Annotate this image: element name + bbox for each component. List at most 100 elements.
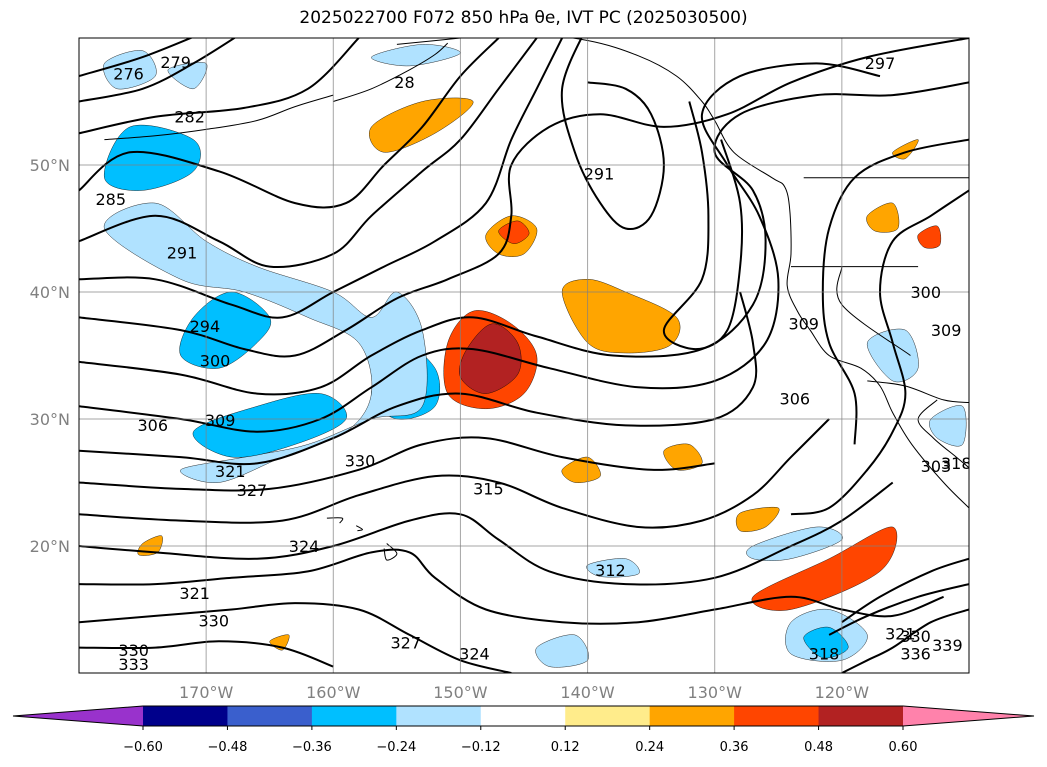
ivt-deco-region-9 — [735, 506, 780, 532]
theta-e-contour-9 — [79, 291, 758, 466]
contour-label: 282 — [174, 108, 205, 127]
contour-label: 297 — [865, 54, 896, 73]
theta-e-contour-14 — [79, 602, 512, 673]
coastline-2 — [333, 42, 449, 102]
contour-label: 309 — [788, 315, 819, 334]
theta-e-contour-7 — [79, 81, 969, 396]
y-tick-label: 50°N — [30, 156, 70, 175]
ivt-deco-region-12 — [866, 202, 900, 233]
contour-label: 321 — [885, 624, 916, 643]
theta-e-contour-15 — [79, 640, 334, 668]
colorbar-segment — [480, 706, 566, 726]
contour-label: 318 — [941, 454, 972, 473]
contour-layer — [79, 38, 969, 673]
contour-label: 306 — [137, 416, 168, 435]
contour-label: 291 — [167, 243, 198, 262]
theta-e-contour-20 — [841, 608, 969, 673]
colorbar-tick-label: −0.48 — [208, 740, 248, 755]
theta-e-contour-17 — [662, 101, 744, 351]
colorbar-segment — [649, 706, 735, 726]
contour-label: 300 — [200, 351, 231, 370]
x-tick-label: 140°W — [560, 683, 615, 702]
contour-label: 303 — [921, 457, 952, 476]
coastline-6 — [326, 517, 344, 524]
contour-label: 330 — [900, 627, 931, 646]
colorbar-segment — [734, 706, 820, 726]
contour-label: 330 — [118, 641, 149, 660]
contour-label: 309 — [205, 411, 236, 430]
theta-e-contour-21 — [828, 583, 969, 636]
colorbar-tick-label: 0.24 — [635, 740, 664, 755]
theta-e-contour-22 — [841, 557, 969, 624]
gridlines — [79, 38, 969, 673]
contour-label: 312 — [595, 561, 626, 580]
theta-e-contour-10 — [79, 436, 715, 492]
colorbar-tick-label: −0.12 — [461, 740, 501, 755]
ivt-deco-region-0 — [104, 202, 428, 483]
theta-e-contour-3 — [79, 38, 500, 209]
contour-label: 306 — [780, 389, 811, 408]
y-tick-labels: 50°N 40°N 30°N 20°N — [30, 156, 70, 556]
theta-e-contour-13 — [79, 548, 944, 625]
x-tick-labels: 170°W 160°W 150°W 140°W 130°W 120°W — [179, 683, 869, 702]
coastline-3 — [104, 94, 334, 141]
coastline-7 — [867, 380, 969, 403]
ivt-deco-region-8 — [663, 443, 703, 471]
colorbar: −0.60 −0.48 −0.36 −0.24 −0.12 0.12 0.24 0.36 0.4… — [12, 705, 1035, 755]
contour-label: 321 — [179, 584, 210, 603]
contour-label: 339 — [932, 636, 963, 655]
ivt-shaded-region-4 — [104, 124, 201, 191]
theta-e-contour-8 — [79, 62, 881, 433]
colorbar-tick-label: 0.36 — [720, 740, 749, 755]
y-tick-label: 30°N — [30, 410, 70, 429]
ivt-deco-region-18 — [929, 405, 967, 447]
theta-e-contour-0 — [79, 38, 194, 78]
contour-label: 276 — [113, 64, 144, 83]
contour-label: 300 — [910, 283, 941, 302]
contour-label: 327 — [390, 633, 421, 652]
ivt-deco-region-7 — [561, 279, 681, 354]
theta-e-contour-18 — [790, 189, 969, 516]
colorbar-tick-label: −0.36 — [292, 740, 332, 755]
theta-e-contour-4 — [79, 38, 538, 268]
ivt-shaded-region-7 — [751, 526, 898, 611]
ivt-deco-region-17 — [867, 328, 919, 383]
colorbar-extend-low — [13, 706, 143, 726]
coastline-5 — [355, 525, 364, 532]
y-tick-label: 40°N — [30, 283, 70, 302]
colorbar-segment — [311, 706, 397, 726]
y-tick-label: 20°N — [30, 537, 70, 556]
colorbar-segment — [227, 706, 313, 726]
contour-label: 28 — [394, 73, 414, 92]
x-tick-label: 160°W — [306, 683, 361, 702]
contour-label: 333 — [118, 655, 149, 674]
x-tick-label: 130°W — [688, 683, 743, 702]
theta-e-contour-2 — [79, 38, 360, 135]
contour-label: 279 — [160, 53, 191, 72]
ivt-deco-region-21 — [586, 558, 640, 578]
theta-e-contour-6 — [79, 38, 969, 358]
contour-label: 285 — [96, 190, 127, 209]
colorbar-tick-label: 0.48 — [804, 740, 833, 755]
colorbar-tick-label: −0.60 — [123, 740, 163, 755]
coastline-0 — [396, 38, 969, 509]
colorbar-extend-high — [903, 706, 1034, 726]
ivt-deco-region-19 — [917, 225, 942, 249]
ivt-deco-region-15 — [803, 626, 849, 659]
ivt-deco-region-4 — [167, 62, 208, 90]
contour-label: 336 — [900, 645, 931, 664]
contour-label: 321 — [215, 462, 246, 481]
ivt-deco-region-10 — [561, 456, 601, 483]
shading-layer — [103, 44, 967, 668]
colorbar-segment — [565, 706, 651, 726]
colorbar-tick-label: −0.24 — [376, 740, 416, 755]
theta-e-contour-5 — [79, 38, 563, 319]
colorbar-tick-label: 0.60 — [889, 740, 918, 755]
x-tick-label: 170°W — [179, 683, 234, 702]
theta-e-contour-16 — [560, 38, 665, 230]
coastline-4 — [383, 543, 398, 561]
contour-label: 291 — [584, 165, 615, 184]
chart-title: 2025022700 F072 850 hPa θe, IVT PC (2025… — [299, 8, 748, 28]
